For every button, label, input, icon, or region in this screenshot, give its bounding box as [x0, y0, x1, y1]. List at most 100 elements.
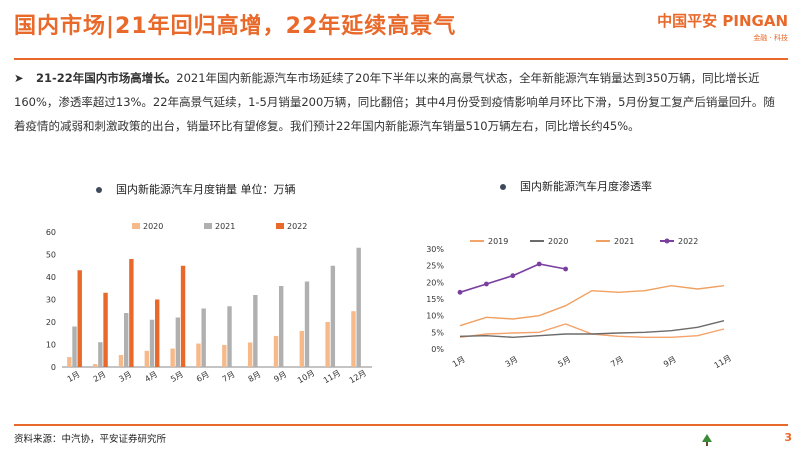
bar-2022-1月 — [77, 270, 82, 367]
legend-label-2020: 2020 — [548, 237, 568, 246]
bar-2022-4月 — [155, 299, 160, 367]
y-tick-label: 0 — [51, 363, 56, 372]
y-tick-label: 40 — [46, 273, 56, 282]
bar-2020-11月 — [325, 322, 330, 367]
x-tick-label: 9月 — [662, 355, 678, 369]
legend-label-2020: 2020 — [143, 222, 163, 231]
source-note: 资料来源：中汽协，平安证券研究所 — [14, 434, 167, 445]
page-number: 3 — [784, 431, 792, 444]
series-line-2019 — [459, 323, 725, 338]
pingan-logo: 中国平安 PINGAN 金融 · 科技 — [657, 10, 788, 43]
logo-tagline: 金融 · 科技 — [753, 34, 788, 42]
bar-2021-10月 — [304, 281, 310, 367]
legend-swatch-2021 — [204, 223, 212, 229]
bar-2022-3月 — [129, 259, 134, 367]
bullet-dot-icon — [96, 187, 102, 193]
bar-2021-5月 — [175, 317, 181, 367]
bullet-paragraph: ➤ 21-22年国内市场高增长。2021年国内新能源汽车市场延续了20年下半年以来… — [14, 66, 786, 138]
y-tick-label: 25% — [426, 262, 444, 271]
x-tick-label: 10月 — [296, 368, 316, 385]
bar-2021-6月 — [201, 308, 206, 367]
title-divider — [14, 58, 788, 60]
bar-2022-5月 — [180, 265, 186, 367]
bar-2020-7月 — [222, 344, 227, 367]
bar-2021-4月 — [149, 319, 155, 367]
slide-title: 国内市场|21年回归高增，22年延续高景气 — [14, 14, 457, 39]
bar-chart-title: 国内新能源汽车月度销量 单位：万辆 — [116, 183, 296, 196]
x-tick-label: 3月 — [504, 355, 520, 369]
bullet-dot-icon — [500, 184, 506, 190]
y-tick-label: 10 — [46, 341, 56, 350]
x-tick-label: 7月 — [221, 370, 237, 384]
legend-label-2019: 2019 — [488, 237, 508, 246]
line-chart-title-wrap: 国内新能源汽车月度渗透率 — [500, 178, 652, 194]
x-tick-label: 6月 — [195, 370, 211, 384]
y-tick-label: 50 — [46, 251, 56, 260]
bar-2021-2月 — [98, 342, 103, 367]
bar-2021-3月 — [123, 313, 129, 367]
x-tick-label: 9月 — [272, 370, 288, 384]
bar-2020-10月 — [299, 331, 305, 367]
y-tick-label: 30 — [46, 296, 56, 305]
y-tick-label: 30% — [426, 245, 444, 254]
series-line-2022 — [459, 263, 566, 294]
bullet-lead: 21-22年国内市场高增长。 — [36, 71, 177, 85]
x-tick-label: 5月 — [556, 355, 572, 369]
y-tick-label: 5% — [431, 328, 444, 337]
bar-2021-9月 — [278, 286, 284, 367]
bar-chart-title-wrap: 国内新能源汽车月度销量 单位：万辆 — [96, 181, 296, 197]
legend-label-2022: 2022 — [678, 237, 698, 246]
legend-label-2022: 2022 — [287, 222, 307, 231]
bar-2021-7月 — [227, 306, 232, 367]
logo-text: 中国平安 PINGAN — [657, 12, 788, 30]
point-2022-3月 — [510, 273, 516, 279]
bar-2020-6月 — [196, 343, 201, 367]
series-line-2020 — [459, 320, 725, 339]
bar-2021-11月 — [330, 265, 336, 367]
bar-2021-8月 — [253, 295, 258, 367]
bar-2021-12月 — [356, 247, 361, 367]
bar-2020-5月 — [170, 348, 175, 367]
arrow-bullet-icon: ➤ — [14, 71, 24, 85]
x-tick-label: 8月 — [247, 370, 263, 384]
bar-2020-1月 — [67, 357, 72, 367]
point-2022-1月 — [457, 289, 463, 295]
footer-divider — [14, 424, 788, 426]
point-2022-5月 — [563, 266, 568, 272]
bar-2020-9月 — [273, 335, 279, 367]
bar-2020-3月 — [118, 355, 124, 367]
bar-2020-2月 — [92, 364, 98, 367]
x-tick-label: 1月 — [451, 355, 467, 369]
y-tick-label: 0% — [431, 345, 444, 354]
legend-label-2021: 2021 — [614, 237, 634, 246]
x-tick-label: 4月 — [143, 370, 159, 384]
bar-2022-2月 — [103, 292, 108, 367]
x-tick-label: 12月 — [348, 368, 368, 385]
point-2022-4月 — [536, 261, 542, 267]
y-tick-label: 10% — [426, 312, 444, 321]
bullet-text: 2021年国内新能源汽车市场延续了20年下半年以来的高景气状态，全年新能源汽车销… — [14, 71, 775, 133]
x-tick-label: 2月 — [92, 370, 108, 384]
legend-marker-2022 — [664, 238, 670, 244]
bar-2020-12月 — [351, 311, 356, 367]
x-tick-label: 11月 — [713, 353, 733, 370]
y-tick-label: 15% — [426, 295, 444, 304]
y-tick-label: 60 — [46, 228, 56, 237]
line-chart-title: 国内新能源汽车月度渗透率 — [520, 180, 652, 193]
y-tick-label: 20% — [426, 278, 444, 287]
legend-label-2021: 2021 — [215, 222, 235, 231]
bar-2020-8月 — [247, 342, 253, 367]
x-tick-label: 1月 — [66, 370, 82, 384]
x-tick-label: 5月 — [169, 370, 185, 384]
bar-2020-4月 — [144, 350, 150, 367]
bar-2021-1月 — [72, 326, 77, 367]
tree-icon — [702, 434, 712, 446]
legend-swatch-2020 — [132, 223, 140, 229]
x-tick-label: 11月 — [322, 368, 342, 385]
x-tick-label: 3月 — [117, 370, 133, 384]
y-tick-label: 20 — [46, 318, 56, 327]
x-tick-label: 7月 — [609, 355, 625, 369]
series-line-2021 — [459, 284, 725, 327]
legend-swatch-2022 — [276, 223, 284, 229]
point-2022-2月 — [484, 281, 489, 287]
